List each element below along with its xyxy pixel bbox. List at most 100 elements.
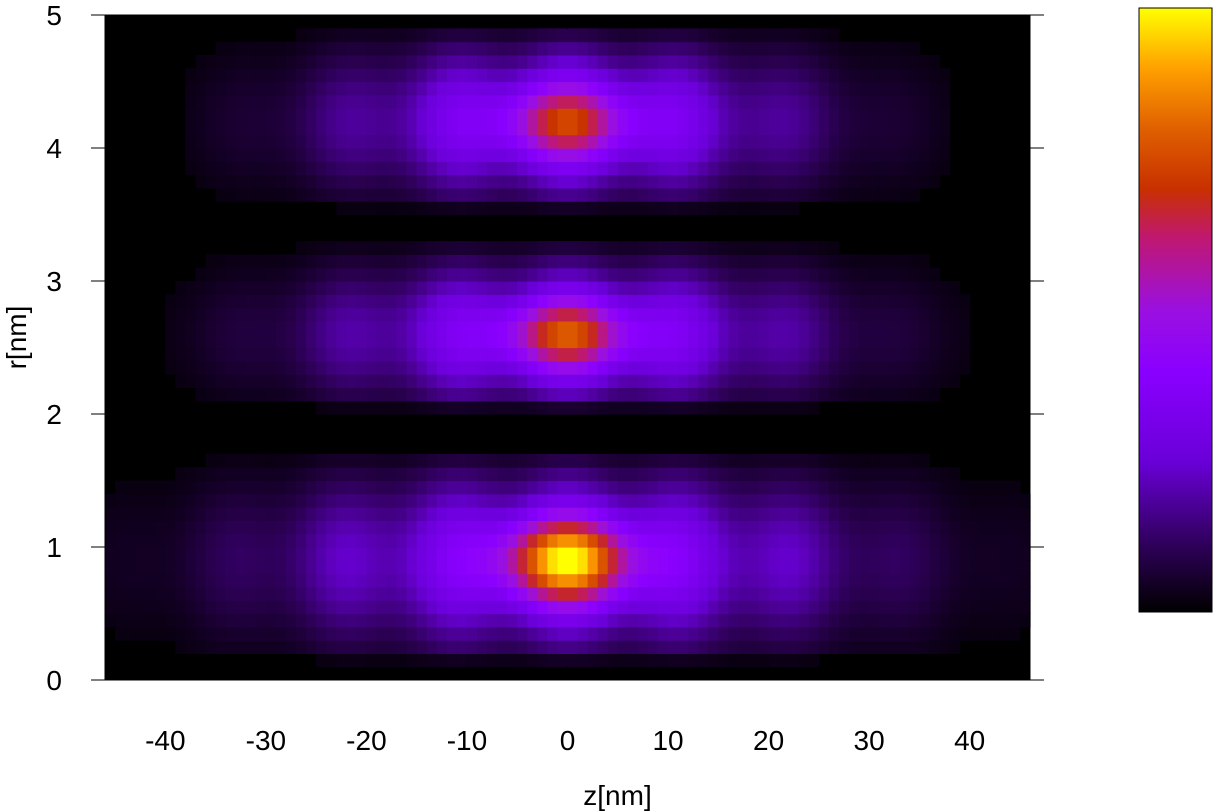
heatmap-cell <box>376 54 388 69</box>
heatmap-cell <box>758 174 770 189</box>
heatmap-cell <box>497 360 508 375</box>
heatmap-cell <box>316 533 327 548</box>
heatmap-cell <box>637 94 649 109</box>
heatmap-cell <box>456 626 468 641</box>
heatmap-cell <box>215 467 227 482</box>
heatmap-cell <box>889 520 900 535</box>
heatmap-cell <box>175 573 187 588</box>
heatmap-cell <box>758 281 770 295</box>
heatmap-cell <box>899 360 910 375</box>
heatmap-cell <box>949 374 961 388</box>
heatmap-cell <box>466 600 478 615</box>
heatmap-cell <box>235 81 247 96</box>
heatmap-cell <box>547 573 559 588</box>
heatmap-cell <box>336 387 347 402</box>
heatmap-cell <box>879 68 890 83</box>
heatmap-cell <box>195 134 207 149</box>
heatmap-cell <box>788 334 800 349</box>
heatmap-cell <box>587 374 599 388</box>
heatmap-cell <box>517 533 528 548</box>
heatmap-cell <box>456 121 468 136</box>
heatmap-cell <box>808 108 820 122</box>
heatmap-cell <box>195 81 207 96</box>
heatmap-cell <box>869 161 880 176</box>
heatmap-cell <box>456 108 468 122</box>
heatmap-cell <box>607 41 619 56</box>
heatmap-cell <box>326 94 337 109</box>
heatmap-cell <box>597 148 609 162</box>
heatmap-cell <box>718 148 729 162</box>
heatmap-cell <box>336 267 347 282</box>
heatmap-cell <box>979 560 991 575</box>
heatmap-cell <box>245 294 257 309</box>
heatmap-cell <box>406 626 418 641</box>
heatmap-cell <box>466 241 478 255</box>
heatmap-cell <box>587 54 599 69</box>
heatmap-cell <box>849 547 860 561</box>
heatmap-cell <box>215 573 227 588</box>
heatmap-cell <box>215 347 227 362</box>
heatmap-cell <box>889 54 900 69</box>
heatmap-cell <box>939 68 951 83</box>
heatmap-cell <box>376 533 388 548</box>
heatmap-cell <box>587 493 599 508</box>
heatmap-cell <box>909 134 920 149</box>
heatmap-cell <box>386 653 398 668</box>
heatmap-cell <box>939 161 951 176</box>
heatmap-cell <box>828 68 840 83</box>
heatmap-cell <box>798 241 810 255</box>
heatmap-cell <box>487 281 498 295</box>
heatmap-cell <box>436 54 448 69</box>
heatmap-cell <box>537 187 548 202</box>
heatmap-cell <box>557 560 569 575</box>
heatmap-cell <box>899 254 910 269</box>
heatmap-cell <box>597 94 609 109</box>
heatmap-cell <box>215 320 227 335</box>
heatmap-cell <box>597 161 609 176</box>
heatmap-cell <box>497 94 508 109</box>
heatmap-cell <box>647 320 659 335</box>
heatmap-cell <box>255 68 267 83</box>
heatmap-cell <box>768 533 780 548</box>
heatmap-cell <box>406 493 418 508</box>
heatmap-cell <box>758 520 770 535</box>
heatmap-cell <box>768 307 780 322</box>
heatmap-cell <box>778 613 790 628</box>
heatmap-cell <box>718 174 729 189</box>
heatmap-cell <box>316 613 327 628</box>
heatmap-cell <box>386 267 398 282</box>
heatmap-cell <box>698 334 709 349</box>
heatmap-cell <box>175 626 187 641</box>
heatmap-cell <box>517 600 528 615</box>
heatmap-cell <box>577 520 589 535</box>
heatmap-cell <box>366 320 378 335</box>
heatmap-cell <box>657 547 669 561</box>
heatmap-cell <box>718 360 729 375</box>
heatmap-cell <box>255 374 267 388</box>
heatmap-cell <box>477 334 488 349</box>
heatmap-cell <box>356 134 368 149</box>
heatmap-cell <box>416 640 428 654</box>
heatmap-cell <box>255 387 267 402</box>
heatmap-cell <box>245 267 257 282</box>
heatmap-cell <box>336 467 347 482</box>
heatmap-cell <box>909 480 920 495</box>
heatmap-cell <box>456 161 468 176</box>
heatmap-cell <box>235 613 247 628</box>
heatmap-cell <box>125 586 136 601</box>
heatmap-cell <box>587 161 599 176</box>
heatmap-cell <box>919 174 931 189</box>
heatmap-cell <box>818 334 830 349</box>
heatmap-cell <box>768 560 780 575</box>
x-tick-label: -30 <box>246 725 286 756</box>
heatmap-cell <box>919 54 931 69</box>
heatmap-cell <box>728 507 740 521</box>
heatmap-cell <box>859 533 870 548</box>
heatmap-cell <box>748 640 760 654</box>
heatmap-cell <box>949 600 961 615</box>
heatmap-cell <box>989 507 1001 521</box>
heatmap-cell <box>466 134 478 149</box>
heatmap-cell <box>688 507 699 521</box>
heatmap-cell <box>527 121 538 136</box>
heatmap-cell <box>708 294 719 309</box>
